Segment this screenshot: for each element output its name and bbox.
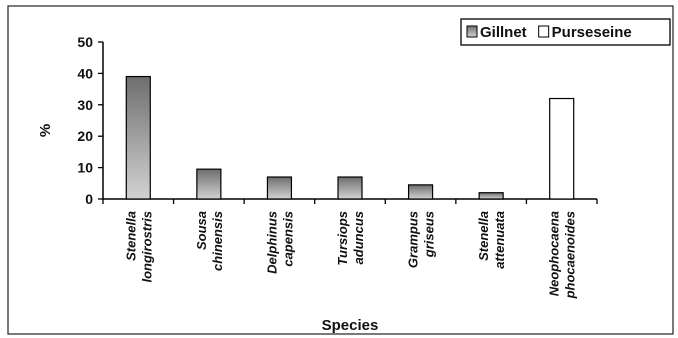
x-category-label-line: Delphinus (264, 211, 279, 274)
x-category-label-line: Sousa (194, 211, 209, 250)
y-tick-label: 10 (77, 160, 93, 176)
x-category-label: Tursiops aduncus (335, 211, 366, 266)
bar-gillnet (407, 184, 434, 200)
y-tick-label: 30 (77, 97, 93, 113)
bar-gillnet (478, 192, 504, 200)
legend-box (460, 18, 671, 46)
x-axis-label: Species (322, 317, 379, 334)
y-tick-label: 20 (77, 128, 93, 144)
bar-gillnet (196, 168, 222, 200)
bar-gillnet (266, 176, 293, 200)
x-category-label-line: attenuata (492, 211, 507, 269)
bar-gillnet (125, 75, 151, 200)
x-category-label-line: Stenella (123, 211, 138, 261)
y-axis-label: % (37, 124, 54, 137)
bar-purseseine (549, 97, 575, 200)
x-category-label-line: Tursiops (335, 211, 350, 266)
y-tick-label: 40 (77, 65, 93, 81)
x-category-label-line: phocaenoides (563, 211, 578, 299)
legend-label-purseseine: Purseseine (552, 24, 632, 41)
x-category-label-line: griseus (422, 211, 437, 258)
x-category-label-line: chinensis (210, 211, 225, 271)
legend-label-gillnet: Gillnet (480, 24, 527, 41)
x-category-label-line: Neophocaena (547, 211, 562, 296)
y-tick-label: 50 (77, 34, 93, 50)
x-category-label-line: longirostris (139, 211, 154, 283)
x-category-label: Neophocaena phocaenoides (547, 211, 578, 299)
x-category-label: Stenella attenuata (476, 211, 507, 269)
legend-swatch-purseseine (538, 25, 550, 38)
x-category-label-line: aduncus (351, 211, 366, 264)
legend-swatch-gillnet (466, 25, 478, 38)
x-category-label-line: Stenella (476, 211, 491, 261)
legend: Gillnet Purseseine (460, 18, 671, 46)
x-category-label: Grampus griseus (406, 211, 437, 268)
x-category-label: Stenella longirostris (123, 211, 154, 283)
y-tick-label: 0 (85, 191, 93, 207)
x-category-label-line: Grampus (406, 211, 421, 268)
bar-gillnet (337, 176, 363, 200)
x-category-label-line: capensis (280, 211, 295, 267)
x-category-label: Delphinus capensis (264, 211, 295, 274)
x-category-label: Sousa chinensis (194, 211, 225, 271)
